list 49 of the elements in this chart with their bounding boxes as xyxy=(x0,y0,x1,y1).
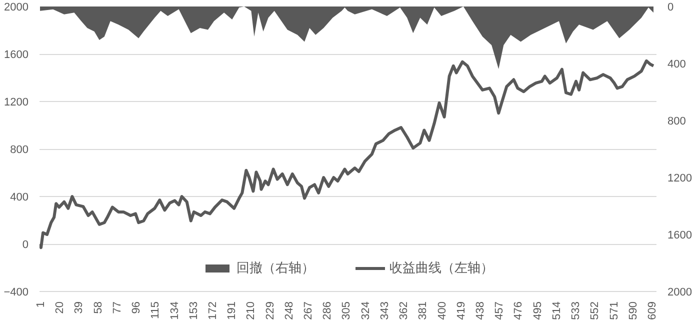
x-tick-label: 400 xyxy=(436,301,448,320)
y2-tick-label: 2000 xyxy=(668,286,692,298)
x-tick-label: 115 xyxy=(150,301,162,320)
x-tick-label: 305 xyxy=(340,301,353,320)
x-tick-label: 362 xyxy=(398,301,410,320)
x-tick-label: 457 xyxy=(494,301,506,320)
x-tick-label: 134 xyxy=(168,301,181,320)
x-tick-label: 609 xyxy=(646,301,658,320)
y2-tick-label: 1200 xyxy=(668,172,692,184)
x-tick-label: 229 xyxy=(264,301,276,320)
x-tick-label: 58 xyxy=(92,301,104,314)
x-tick-label: 286 xyxy=(322,301,334,320)
x-tick-label: 514 xyxy=(550,301,563,320)
x-tick-label: 39 xyxy=(73,301,86,314)
x-tick-label: 1 xyxy=(35,301,48,308)
x-tick-label: 552 xyxy=(589,301,602,320)
x-tick-label: 210 xyxy=(245,301,258,320)
x-tick-label: 438 xyxy=(474,301,486,320)
x-tick-label: 571 xyxy=(608,301,620,320)
x-tick-label: 96 xyxy=(130,301,143,314)
y-tick-label: 2000 xyxy=(4,2,29,14)
x-tick-label: 343 xyxy=(378,301,391,320)
x-tick-label: 590 xyxy=(627,301,640,320)
y-tick-label: 1200 xyxy=(4,96,29,108)
y2-tick-label: 800 xyxy=(668,116,686,128)
line-series xyxy=(40,59,655,250)
y-tick-label: −400 xyxy=(4,286,29,298)
x-tick-label: 20 xyxy=(54,301,66,314)
x-tick-label: 191 xyxy=(226,301,238,320)
legend-label: 回撤（右轴） xyxy=(236,259,314,277)
y2-tick-label: 0 xyxy=(668,2,674,14)
legend-label: 收益曲线（左轴） xyxy=(390,259,494,277)
x-tick-label: 476 xyxy=(512,301,525,320)
y-tick-label: 0 xyxy=(22,239,29,251)
x-tick-label: 248 xyxy=(283,301,296,320)
x-tick-label: 77 xyxy=(111,301,124,314)
x-tick-label: 267 xyxy=(302,301,315,320)
y-tick-label: 1600 xyxy=(4,49,29,61)
x-tick-label: 324 xyxy=(360,301,372,320)
y-tick-label: 400 xyxy=(10,192,29,204)
x-tick-label: 419 xyxy=(455,301,468,320)
x-tick-label: 381 xyxy=(417,301,430,320)
x-tick-label: 172 xyxy=(206,301,219,320)
y-tick-label: 800 xyxy=(10,144,29,156)
x-tick-label: 495 xyxy=(532,301,544,320)
x-tick-label: 533 xyxy=(570,301,582,320)
x-tick-label: 153 xyxy=(188,301,200,320)
y2-tick-label: 400 xyxy=(668,58,686,70)
y2-tick-label: 1600 xyxy=(668,230,692,242)
